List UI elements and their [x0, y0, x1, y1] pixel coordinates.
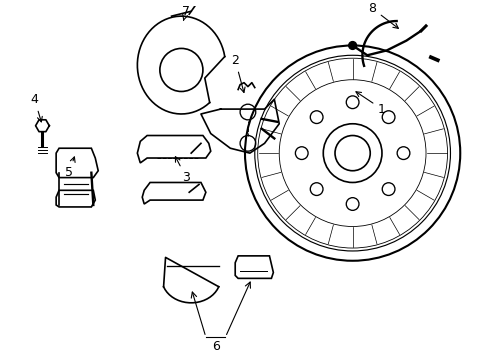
Text: 8: 8 — [367, 2, 398, 28]
Polygon shape — [137, 135, 210, 163]
Polygon shape — [56, 148, 98, 177]
Text: 3: 3 — [175, 157, 190, 184]
Polygon shape — [235, 256, 273, 278]
Text: 5: 5 — [65, 157, 75, 179]
Text: 7: 7 — [182, 5, 190, 21]
Text: 4: 4 — [31, 93, 42, 122]
Text: 2: 2 — [231, 54, 244, 93]
Text: 6: 6 — [211, 340, 219, 354]
Circle shape — [348, 41, 356, 49]
Polygon shape — [56, 190, 95, 207]
Polygon shape — [142, 183, 205, 204]
Text: 1: 1 — [355, 92, 385, 116]
